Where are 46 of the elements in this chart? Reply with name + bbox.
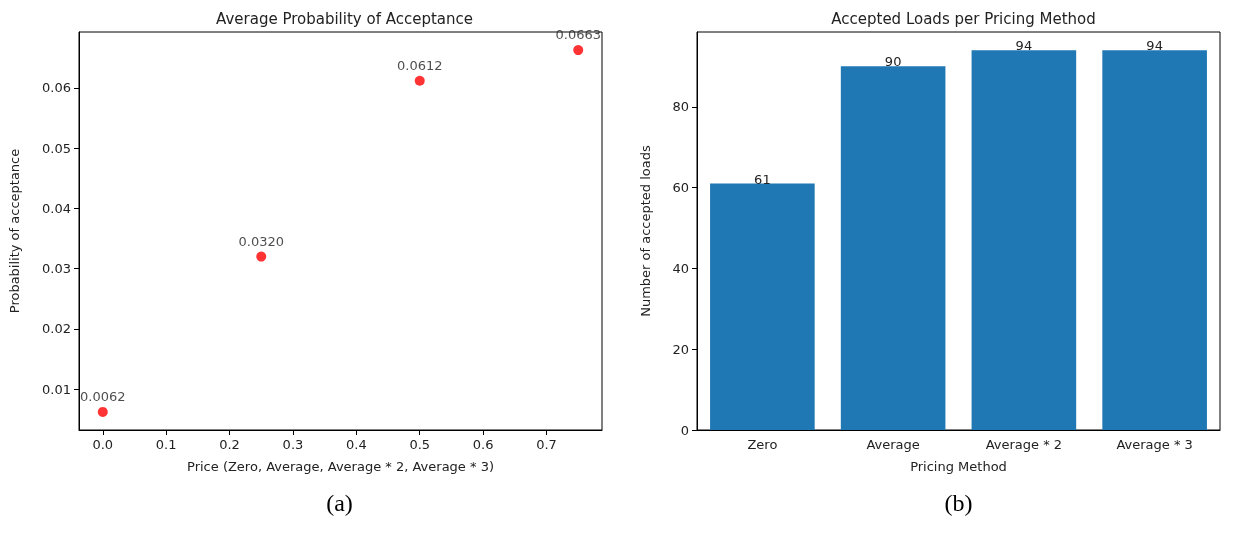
x-tick-label: 0.7 [536,437,557,452]
y-tick-label: 20 [672,341,689,357]
point [414,75,425,86]
bar [710,183,815,430]
x-axis-title: Pricing Method [910,459,1007,474]
data-label: 61 [754,171,771,187]
y-tick-label: 0.01 [42,381,71,397]
data-label: 90 [884,54,902,70]
bar [1102,50,1207,430]
y-axis-title: Probability of acceptance [7,148,22,314]
x-axis-title: Price (Zero, Average, Average * 2, Average * 3) [187,459,494,474]
x-tick-label: 0.4 [346,437,367,452]
y-tick-label: 0.04 [42,200,71,216]
x-tick-label: Average [866,437,920,452]
data-label: 0.0612 [396,57,443,73]
x-tick-label: 0.0 [92,437,114,452]
bar [840,66,946,430]
bar [971,50,1077,430]
point [256,251,267,262]
chart-title: Accepted Loads per Pricing Method [831,9,1096,28]
x-tick-label: 0.6 [472,437,494,452]
y-tick-label: 40 [672,260,689,276]
y-tick-label: 0.06 [42,80,71,96]
x-tick-label: 0.5 [409,437,431,452]
y-tick-label: 0.03 [42,261,71,277]
data-label: 94 [1015,38,1033,54]
data-label: 0.0320 [238,233,285,249]
y-tick-label: 0.02 [42,321,71,337]
text: (a) [326,490,353,517]
data-label: 0.0062 [80,388,126,404]
x-tick-label: 0.1 [155,437,177,452]
y-tick-label: 80 [672,99,689,115]
data-label: 94 [1146,38,1163,54]
x-tick-label: 0.2 [219,437,240,452]
point [97,406,108,417]
y-tick-label: 0.05 [42,140,71,156]
y-axis-title: Number of accepted loads [638,145,653,317]
x-tick-label: Average * 3 [1116,437,1193,452]
x-tick-label: Average * 2 [985,437,1063,452]
text: (b) [944,490,973,517]
point [573,45,584,56]
y-tick-label: 60 [672,180,689,196]
y-tick-label: 0 [680,422,689,438]
x-tick-label: 0.3 [282,437,304,452]
chart-title: Average Probability of Acceptance [216,9,473,28]
x-tick-label: Zero [747,437,778,452]
